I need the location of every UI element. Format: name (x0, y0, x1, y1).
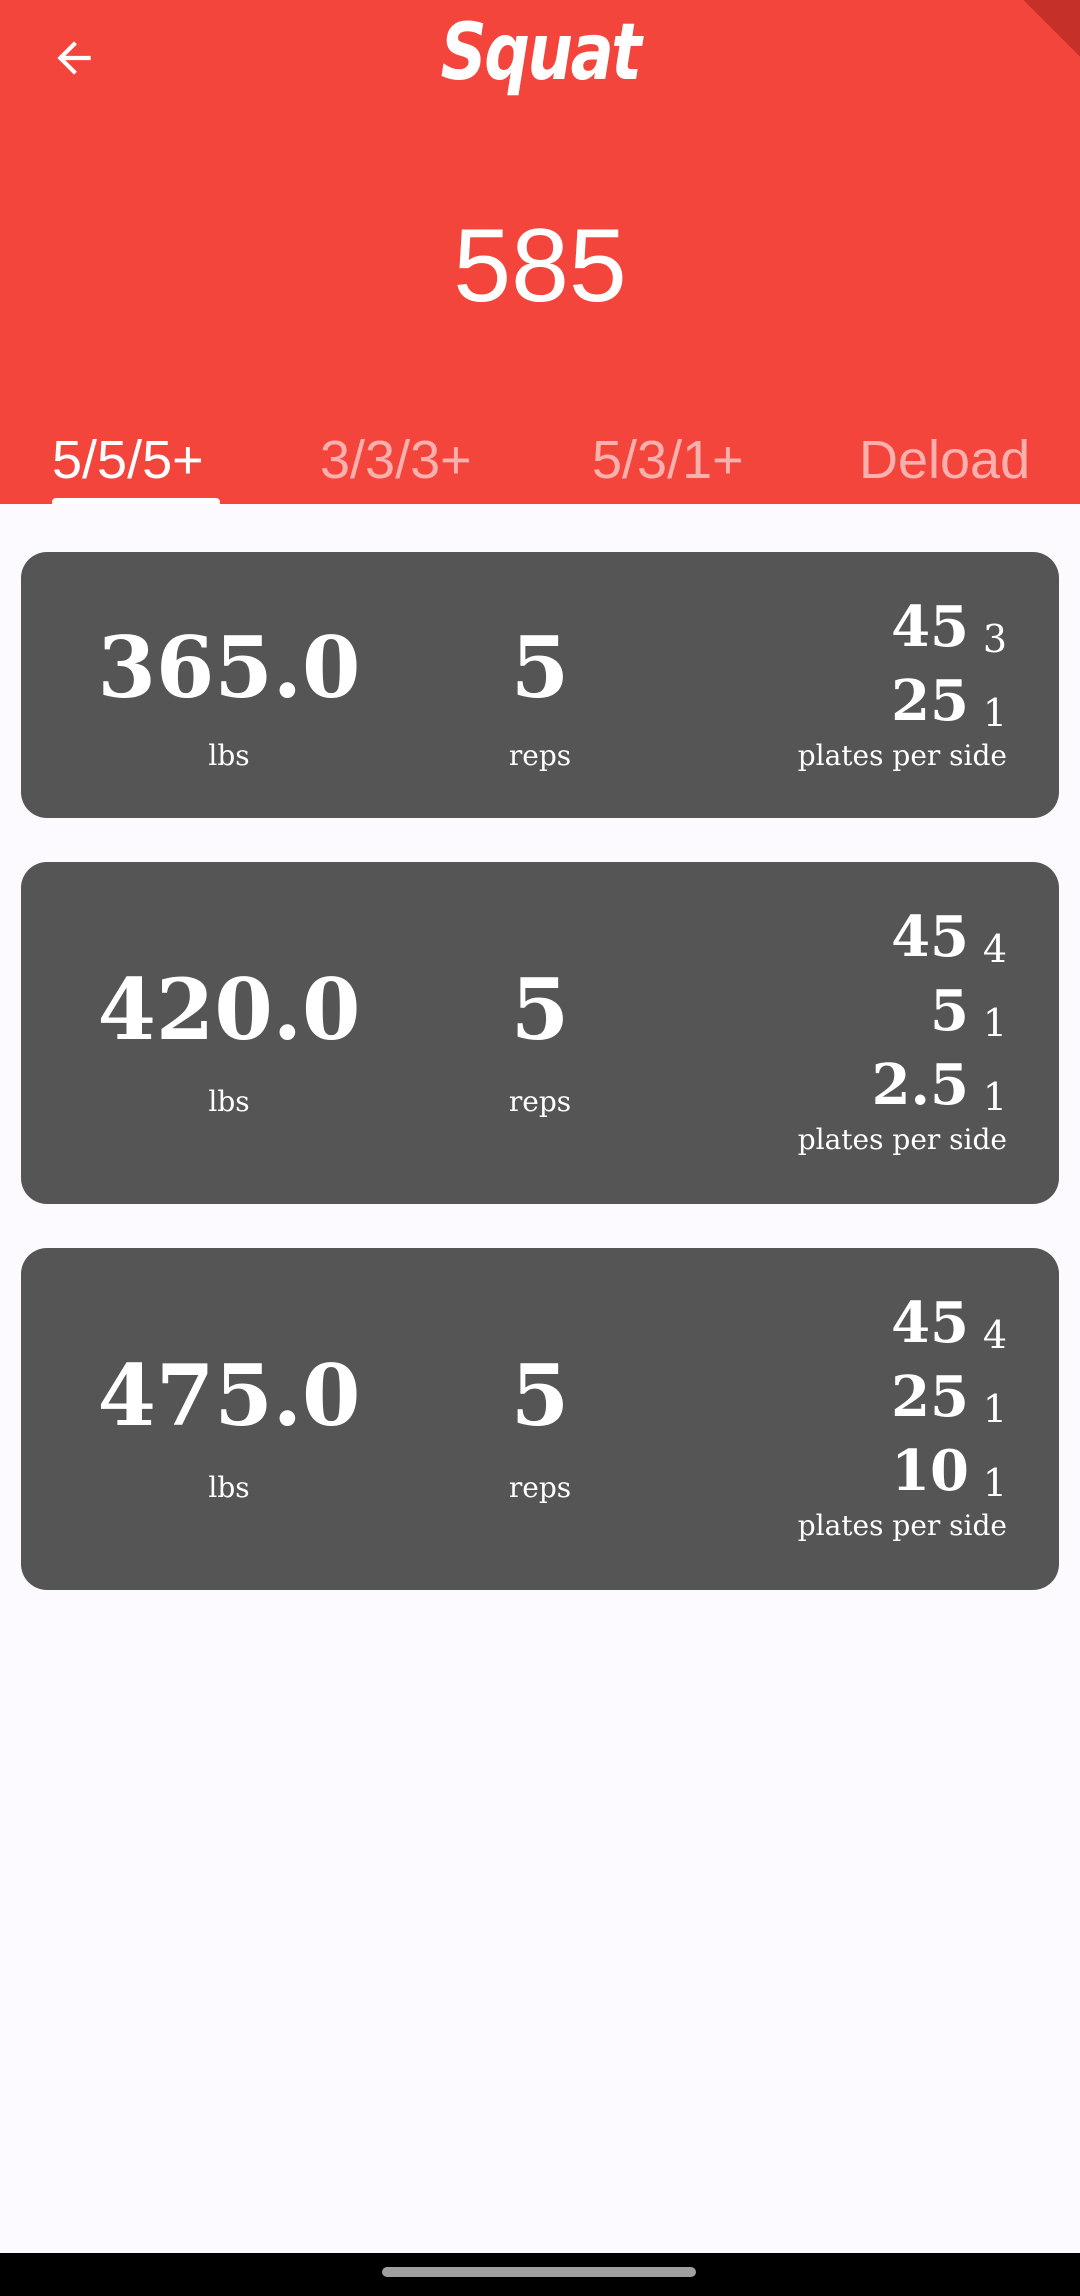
system-navigation-bar (0, 2253, 1080, 2296)
tab-indicator (52, 498, 220, 504)
plate-count: 1 (982, 691, 1007, 735)
plate-count: 4 (982, 927, 1007, 971)
set-card: 365.0 lbs 5 reps 45 3 25 1 plates per side (21, 552, 1059, 818)
tab-5-5-5[interactable]: 5/5/5+ (52, 430, 204, 490)
set-weight: 365.0 (97, 618, 361, 717)
page-title: Squat (440, 8, 642, 98)
weight-unit: lbs (208, 1085, 250, 1118)
plate-weight: 45 (891, 1290, 969, 1356)
plates-list: 45 4 25 1 10 1 plates per side (798, 1286, 1007, 1544)
plates-per-side-label: plates per side (797, 739, 1007, 772)
plate-count: 4 (982, 1313, 1007, 1357)
back-button[interactable] (38, 22, 110, 94)
weight-unit: lbs (208, 1471, 250, 1504)
plate-row: 25 1 (798, 1360, 1007, 1434)
plate-weight: 5 (930, 978, 969, 1044)
plate-row: 2.5 1 (798, 1048, 1007, 1122)
plate-weight: 45 (891, 904, 969, 970)
set-weight: 475.0 (97, 1346, 361, 1445)
reps-unit: reps (508, 1471, 572, 1504)
set-reps: 5 (510, 1346, 570, 1445)
plate-count: 1 (982, 1461, 1007, 1505)
plate-weight: 45 (891, 594, 969, 660)
plate-row: 10 1 (798, 1434, 1007, 1508)
plate-weight: 2.5 (871, 1052, 969, 1118)
corner-fold (1023, 0, 1080, 57)
tab-5-3-1[interactable]: 5/3/1+ (592, 430, 744, 490)
plate-row: 45 4 (798, 1286, 1007, 1360)
weight-unit: lbs (208, 739, 250, 772)
plate-count: 3 (982, 617, 1007, 661)
set-card: 475.0 lbs 5 reps 45 4 25 1 10 1 plates per … (21, 1248, 1059, 1590)
tab-deload[interactable]: Deload (859, 430, 1031, 490)
plate-row: 25 1 (798, 664, 1007, 738)
plate-weight: 25 (891, 668, 969, 734)
plate-count: 1 (982, 1387, 1007, 1431)
max-value: 585 (453, 208, 627, 324)
plates-per-side-label: plates per side (797, 1123, 1007, 1156)
plate-row: 45 3 (798, 590, 1007, 664)
set-weight: 420.0 (97, 960, 361, 1059)
arrow-left-icon (57, 41, 91, 75)
plate-weight: 10 (891, 1438, 969, 1504)
reps-unit: reps (508, 739, 572, 772)
plate-row: 45 4 (798, 900, 1007, 974)
plate-weight: 25 (891, 1364, 969, 1430)
tab-bar: 5/5/5+ 3/3/3+ 5/3/1+ Deload (0, 420, 1080, 504)
plates-list: 45 3 25 1 plates per side (798, 590, 1007, 774)
plate-count: 1 (982, 1001, 1007, 1045)
plate-count: 1 (982, 1075, 1007, 1119)
set-reps: 5 (510, 618, 570, 717)
reps-unit: reps (508, 1085, 572, 1118)
set-reps: 5 (510, 960, 570, 1059)
plates-per-side-label: plates per side (797, 1509, 1007, 1542)
app-header: Squat 585 5/5/5+ 3/3/3+ 5/3/1+ Deload (0, 0, 1080, 504)
tab-3-3-3[interactable]: 3/3/3+ (320, 430, 472, 490)
home-gesture-handle[interactable] (382, 2267, 696, 2277)
